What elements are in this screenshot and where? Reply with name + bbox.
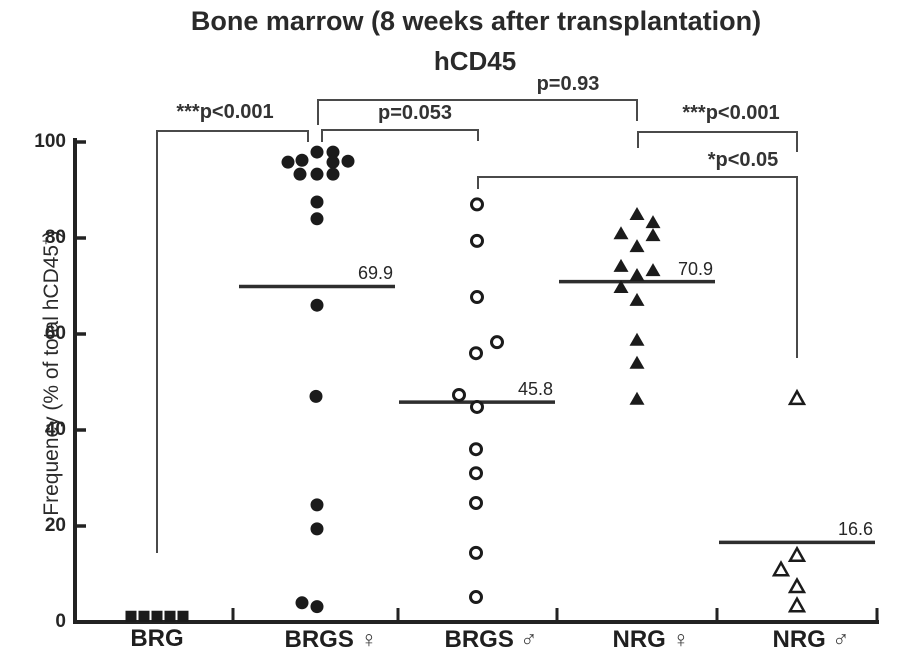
data-point-filled-triangle <box>645 228 661 242</box>
group-name: BRG <box>130 625 184 652</box>
data-point-filled-triangle <box>645 215 661 229</box>
mean-value-label-group-3: 70.9 <box>677 258 713 279</box>
y-tick-label-40: 40 <box>44 419 66 440</box>
x-axis-label-brgs-male: BRGS ♂ <box>411 626 571 653</box>
data-point-filled-triangle <box>629 391 645 405</box>
data-point-open-circle <box>452 387 466 402</box>
data-point-open-circle <box>469 545 483 560</box>
data-point-open-circle <box>470 290 484 305</box>
comparison-p-label-4: *p<0.05 <box>707 149 779 171</box>
data-point-filled-circle <box>293 167 307 181</box>
data-point-open-circle <box>469 495 483 510</box>
data-point-filled-circle <box>310 498 324 512</box>
male-symbol: ♂ <box>513 626 538 652</box>
data-point-open-circle <box>470 197 484 212</box>
data-point-filled-triangle <box>629 239 645 253</box>
y-tick-label-0: 0 <box>55 611 66 632</box>
chart-title: Bone marrow (8 weeks after transplantati… <box>190 6 762 36</box>
data-point-filled-circle <box>310 145 324 159</box>
data-point-filled-triangle <box>629 292 645 306</box>
data-point-open-triangle <box>787 388 807 406</box>
data-point-filled-circle <box>310 600 324 614</box>
data-point-filled-circle <box>310 298 324 312</box>
data-point-filled-triangle <box>645 263 661 277</box>
comparison-bracket-3 <box>637 131 798 152</box>
data-point-filled-circle <box>295 596 309 610</box>
data-point-filled-triangle <box>629 355 645 369</box>
mean-value-label-group-1: 69.9 <box>357 263 393 284</box>
comparison-p-label-2: p=0.93 <box>536 73 600 95</box>
comparison-bracket-4 <box>477 176 798 358</box>
data-point-filled-triangle <box>613 258 629 272</box>
data-point-filled-triangle <box>629 332 645 346</box>
data-point-filled-triangle <box>629 267 645 281</box>
y-tick-label-100: 100 <box>34 131 66 152</box>
comparison-bracket-2 <box>317 99 638 125</box>
group-name: BRGS <box>444 626 514 653</box>
comparison-bracket-1 <box>321 129 479 142</box>
x-axis-label-nrg-female: NRG ♀ <box>571 626 731 653</box>
mean-value-label-group-4: 16.6 <box>837 519 873 540</box>
data-point-filled-circle <box>310 167 324 181</box>
group-name: NRG <box>612 626 666 653</box>
data-point-open-triangle <box>787 545 807 563</box>
data-point-filled-square <box>138 610 150 622</box>
data-point-filled-square <box>164 610 176 622</box>
data-point-open-circle <box>490 335 504 350</box>
x-axis-label-brgs-female: BRGS ♀ <box>251 626 411 653</box>
data-point-filled-triangle <box>613 226 629 240</box>
data-point-filled-square <box>125 610 137 622</box>
data-point-filled-circle <box>309 389 323 403</box>
data-point-filled-circle <box>326 155 340 169</box>
y-tick-label-20: 20 <box>44 515 66 536</box>
data-point-filled-circle <box>281 155 295 169</box>
female-symbol: ♀ <box>353 626 378 652</box>
x-axis-label-brg: BRG <box>77 626 237 652</box>
male-symbol: ♂ <box>825 626 850 652</box>
group-name: BRGS <box>284 626 354 653</box>
data-point-filled-triangle <box>613 279 629 293</box>
data-point-open-circle <box>470 399 484 414</box>
data-point-open-triangle <box>787 596 807 613</box>
data-point-open-triangle <box>787 576 807 594</box>
comparison-bracket-0 <box>156 130 309 553</box>
comparison-p-label-1: p=0.053 <box>378 102 452 124</box>
y-tick-label-60: 60 <box>44 323 66 344</box>
data-point-filled-square <box>177 610 189 622</box>
data-point-filled-square <box>151 610 163 622</box>
data-point-open-circle <box>469 346 483 361</box>
comparison-p-label-0: ***p<0.001 <box>176 101 274 123</box>
data-point-open-circle <box>469 466 483 481</box>
data-point-filled-circle <box>326 145 340 159</box>
chart-subtitle: hCD45 <box>433 46 517 76</box>
data-point-filled-circle <box>310 522 324 536</box>
data-point-filled-circle <box>341 154 355 168</box>
data-point-filled-triangle <box>629 207 645 220</box>
mean-value-label-group-2: 45.8 <box>517 379 553 400</box>
data-point-open-circle <box>469 442 483 457</box>
data-point-filled-circle <box>326 167 340 181</box>
female-symbol: ♀ <box>665 626 690 652</box>
data-point-filled-circle <box>310 212 324 226</box>
data-point-open-triangle <box>771 560 791 577</box>
x-axis-label-nrg-male: NRG ♂ <box>731 626 891 653</box>
y-tick-label-80: 80 <box>44 227 66 248</box>
data-point-filled-circle <box>310 195 324 209</box>
comparison-p-label-3: ***p<0.001 <box>682 102 780 124</box>
data-point-filled-circle <box>295 153 309 167</box>
data-point-open-circle <box>470 233 484 248</box>
group-name: NRG <box>772 626 826 653</box>
data-point-open-circle <box>469 590 483 605</box>
